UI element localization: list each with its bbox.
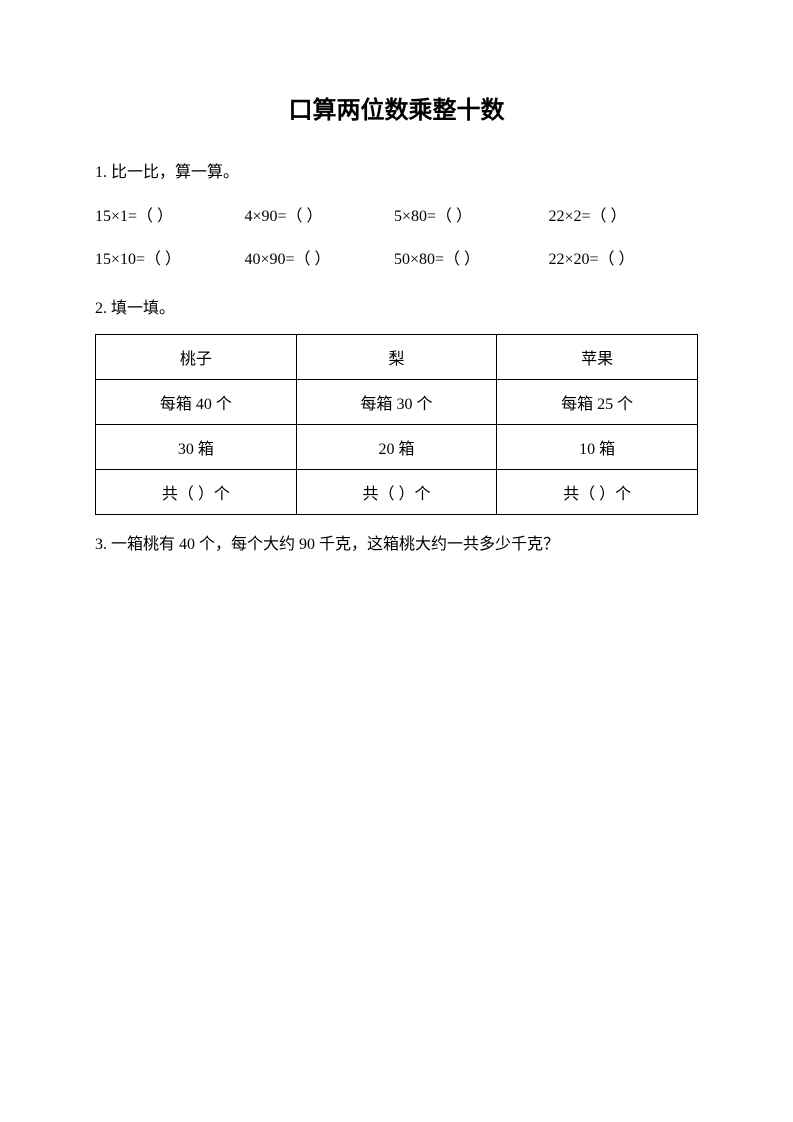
header-apple: 苹果 <box>497 335 698 380</box>
question-1-label: 1. 比一比，算一算。 <box>95 155 698 190</box>
question-2-label: 2. 填一填。 <box>95 291 698 326</box>
fruit-table: 桃子 梨 苹果 每箱 40 个 每箱 30 个 每箱 25 个 30 箱 20 … <box>95 334 698 515</box>
total-apple: 共（ ）个 <box>497 470 698 515</box>
table-row: 每箱 40 个 每箱 30 个 每箱 25 个 <box>96 380 698 425</box>
total-peach: 共（ ）个 <box>96 470 297 515</box>
problems-row-1: 15×1=（ ） 4×90=（ ） 5×80=（ ） 22×2=（ ） <box>95 198 698 236</box>
problem-1-4: 22×2=（ ） <box>548 198 698 236</box>
per-box-pear: 每箱 30 个 <box>296 380 497 425</box>
problem-2-2: 40×90=（ ） <box>245 241 395 279</box>
page-title: 口算两位数乘整十数 <box>95 90 698 125</box>
question-3-text: 3. 一箱桃有 40 个，每个大约 90 千克，这箱桃大约一共多少千克？ <box>95 529 698 561</box>
table-row: 30 箱 20 箱 10 箱 <box>96 425 698 470</box>
problems-row-2: 15×10=（ ） 40×90=（ ） 50×80=（ ） 22×20=（ ） <box>95 241 698 279</box>
problem-1-1: 15×1=（ ） <box>95 198 245 236</box>
table-row: 共（ ）个 共（ ）个 共（ ）个 <box>96 470 698 515</box>
problem-2-1: 15×10=（ ） <box>95 241 245 279</box>
boxes-apple: 10 箱 <box>497 425 698 470</box>
per-box-peach: 每箱 40 个 <box>96 380 297 425</box>
per-box-apple: 每箱 25 个 <box>497 380 698 425</box>
problem-1-3: 5×80=（ ） <box>394 198 548 236</box>
boxes-pear: 20 箱 <box>296 425 497 470</box>
problem-2-3: 50×80=（ ） <box>394 241 548 279</box>
header-peach: 桃子 <box>96 335 297 380</box>
table-header-row: 桃子 梨 苹果 <box>96 335 698 380</box>
problem-1-2: 4×90=（ ） <box>245 198 395 236</box>
question-3-section: 3. 一箱桃有 40 个，每个大约 90 千克，这箱桃大约一共多少千克？ <box>95 529 698 561</box>
question-1-section: 1. 比一比，算一算。 15×1=（ ） 4×90=（ ） 5×80=（ ） 2… <box>95 155 698 279</box>
header-pear: 梨 <box>296 335 497 380</box>
question-2-section: 2. 填一填。 桃子 梨 苹果 每箱 40 个 每箱 30 个 每箱 25 个 … <box>95 291 698 515</box>
problem-2-4: 22×20=（ ） <box>548 241 698 279</box>
total-pear: 共（ ）个 <box>296 470 497 515</box>
boxes-peach: 30 箱 <box>96 425 297 470</box>
